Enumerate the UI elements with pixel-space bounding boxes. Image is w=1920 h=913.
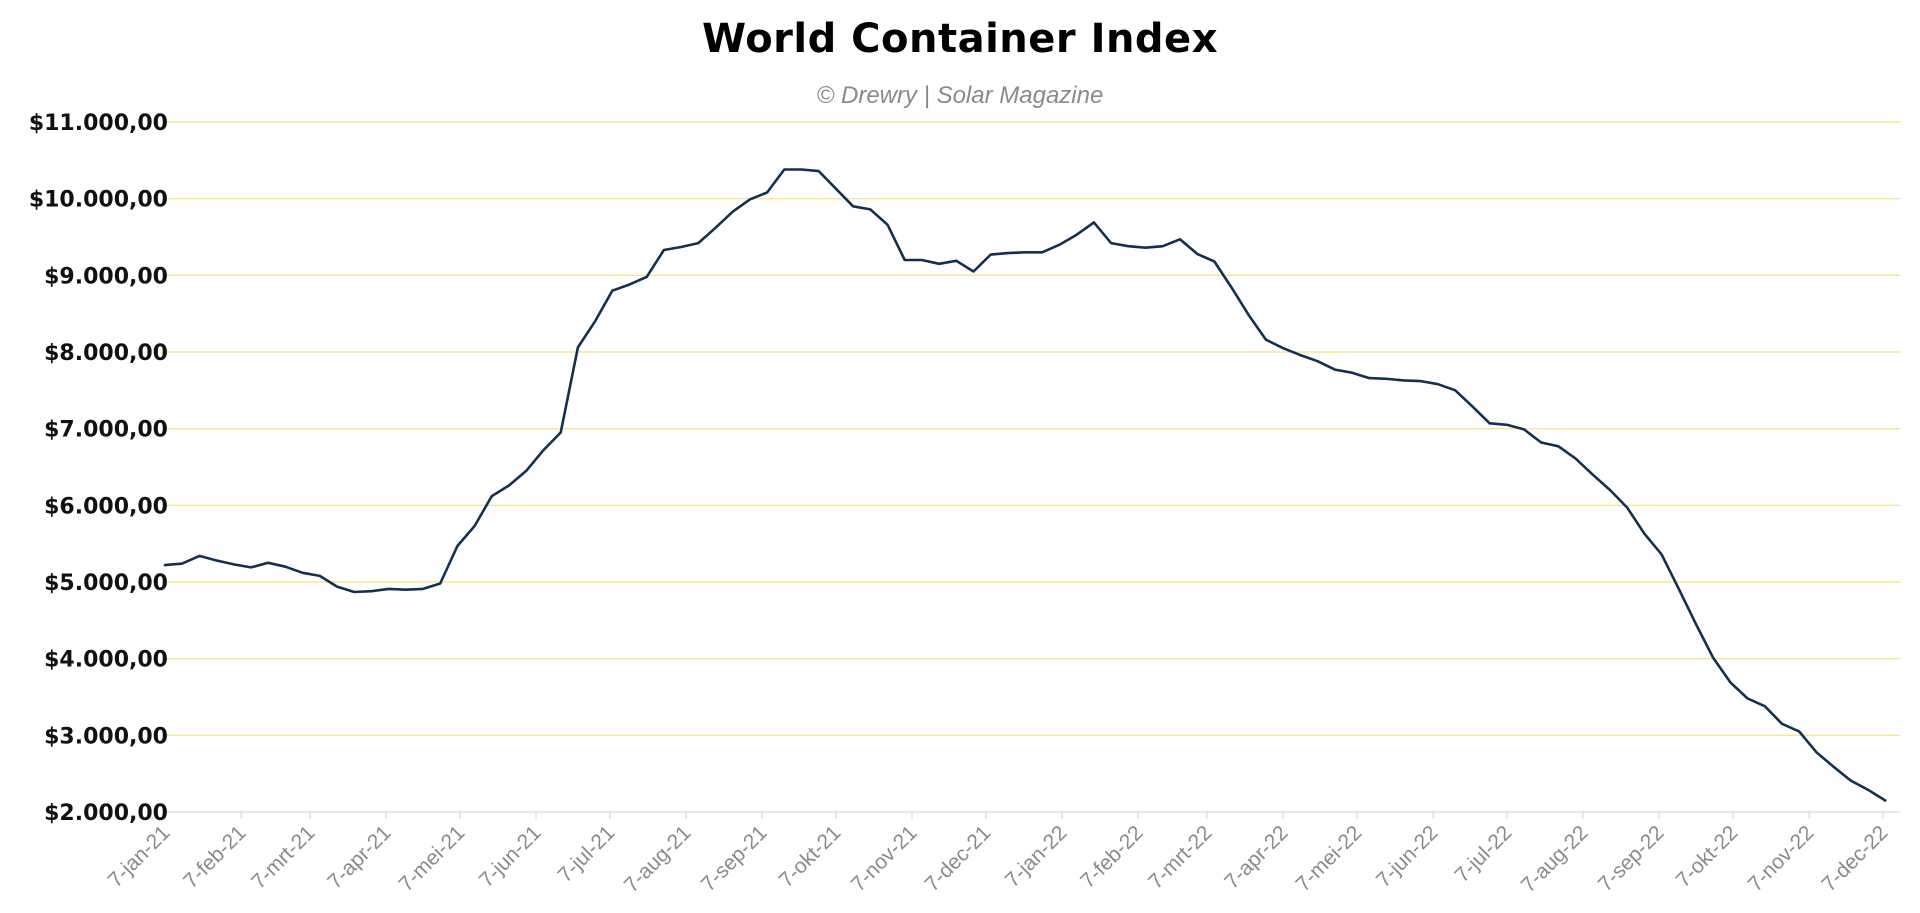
y-tick-label: $9.000,00: [44, 264, 168, 289]
chart-title: World Container Index: [702, 16, 1218, 62]
x-tick-label: 7-jul-21: [554, 821, 620, 887]
x-tick-label: 7-jan-21: [104, 821, 175, 892]
x-tick-label: 7-mei-22: [1292, 821, 1367, 896]
x-tick-label: 7-mrt-21: [247, 821, 319, 893]
x-tick-label: 7-jun-21: [475, 821, 546, 892]
x-tick-label: 7-sep-22: [1594, 821, 1669, 896]
x-tick-label: 7-dec-22: [1817, 821, 1892, 896]
y-tick-label: $8.000,00: [44, 341, 168, 366]
x-tick-label: 7-dec-21: [920, 821, 995, 896]
x-tick-label: 7-nov-21: [847, 821, 922, 896]
x-tick-label: 7-feb-22: [1076, 821, 1148, 893]
y-tick-label: $7.000,00: [44, 418, 168, 443]
series-layer: [163, 0, 1903, 802]
x-tick-label: 7-jan-22: [1001, 821, 1072, 892]
x-tick-label: 7-feb-21: [179, 821, 251, 893]
x-tick-label: 7-jul-22: [1451, 821, 1517, 887]
x-tick-label: 7-sep-21: [697, 821, 772, 896]
x-axis: [164, 811, 1900, 819]
chart-subtitle: © Drewry | Solar Magazine: [816, 82, 1104, 109]
series-line: [163, 168, 1887, 802]
x-tick-label: 7-aug-22: [1517, 821, 1593, 897]
y-tick-label: $5.000,00: [44, 571, 168, 596]
x-tick-label: 7-apr-22: [1220, 821, 1292, 893]
gridlines: [165, 121, 1900, 736]
y-tick-label: $10.000,00: [29, 188, 168, 213]
x-tick-label: 7-apr-21: [323, 821, 395, 893]
x-tick-label: 7-aug-21: [620, 821, 696, 897]
y-tick-label: $11.000,00: [29, 111, 168, 136]
y-tick-label: $6.000,00: [44, 494, 168, 519]
y-axis: $2.000,00 $3.000,00 $4.000,00 $5.000,00 $6.0…: [29, 111, 168, 826]
x-tick-label: 7-mrt-22: [1144, 821, 1216, 893]
y-tick-label: $2.000,00: [44, 801, 168, 826]
x-tick-label: 7-okt-22: [1672, 821, 1743, 892]
y-tick-label: $4.000,00: [44, 648, 168, 673]
x-tick-label: 7-jun-22: [1372, 821, 1443, 892]
y-tick-label: $3.000,00: [44, 724, 168, 749]
x-axis-tick-labels: 7-jan-21 7-feb-217-mrt-21 7-apr-217-mei-21…: [104, 821, 1893, 897]
x-tick-label: 7-okt-21: [775, 821, 846, 892]
x-tick-label: 7-mei-21: [395, 821, 470, 896]
x-tick-label: 7-nov-22: [1744, 821, 1819, 896]
